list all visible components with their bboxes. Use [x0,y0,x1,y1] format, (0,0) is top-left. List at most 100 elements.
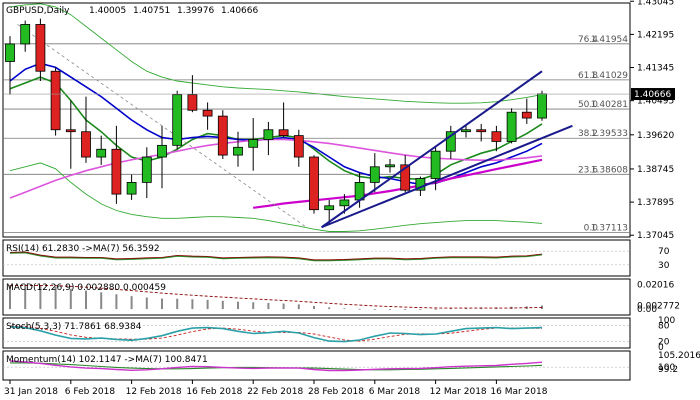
moving-average-line [253,158,543,209]
macd-signal-line [9,284,543,309]
candle-body [415,178,426,191]
candle-body [20,24,31,45]
candle [96,135,107,165]
x-tick-label: 12 Mar 2018 [430,387,487,397]
candle-body [65,129,76,133]
fib-level-label: 23.6 [578,165,598,175]
stoch-tick-label: 80 [658,321,670,331]
x-tick-label: 16 Feb 2018 [186,387,242,397]
candle-body [476,129,487,133]
candle-body [217,115,228,156]
candle-body [309,156,319,211]
momentum-line [9,360,543,372]
fib-level-value: 1.39533 [591,129,628,139]
candle-body [157,144,167,158]
fib-level-value: 1.37113 [591,224,628,234]
candle-body [96,148,107,158]
macd-bar [358,308,361,310]
macd-bar [54,286,57,310]
candle-body [491,131,502,142]
candle-body [400,164,411,191]
candle [187,75,198,113]
candle [309,155,319,214]
candle [65,100,76,169]
candle [324,199,335,224]
macd-bar [115,294,118,310]
macd-bar [419,309,422,310]
macd-tick-label: 0.00 [637,305,657,315]
candle [293,129,304,167]
macd-bar [145,297,148,310]
fib-level-label: 38.2 [578,129,598,139]
candle [537,90,547,121]
fib-level-label: 76.4 [578,35,598,45]
candle-body [293,135,304,158]
momentum-label: Momentum(14) 102.1147 ->MA(7) 100.8471 [6,355,208,365]
fib-level-value: 1.41029 [591,71,628,81]
rsi-ma-line [9,252,543,262]
macd-bar [252,302,255,310]
stoch-panel-frame [2,317,631,349]
candle [141,147,152,198]
current-price-tag [631,88,675,101]
macd-bar [161,298,163,310]
ohlc-high: 1.40751 [133,6,170,16]
x-tick-label: 6 Mar 2018 [369,387,421,397]
momentum-tick-label: 105.2016 [658,351,700,361]
candle [202,102,213,130]
candle [111,125,122,204]
macd-bar [69,288,72,310]
stoch-tick-label: 20 [658,338,670,348]
channel-line [321,70,543,229]
macd-bar [373,308,376,310]
macd-label: MACD(12,26,9) 0.002880 0.000459 [6,283,166,293]
macd-bar [191,299,194,310]
macd-bar [434,309,437,310]
macd-bar [130,296,133,310]
macd-bar [267,302,270,310]
momentum-tick-label: 99.2 [658,365,678,375]
macd-bar [39,285,42,310]
candle [278,102,289,138]
y-tick-label: 1.38745 [637,165,674,175]
candle [369,153,380,193]
x-tick-label: 6 Feb 2018 [65,387,116,397]
candle-body [111,148,122,195]
candle-body [506,111,517,142]
fib-level-value: 1.38608 [591,165,628,175]
candle [233,131,243,167]
candle-body [35,24,46,72]
current-price-value: 1.40666 [634,90,671,100]
candle-body [369,166,380,183]
candle [81,96,91,163]
macd-bar [404,309,407,310]
candle-body [172,94,183,146]
x-tick-label: 22 Feb 2018 [247,387,303,397]
candle-body [126,181,137,195]
candle-body [187,94,198,111]
candle-body [537,93,547,119]
candle [461,125,471,138]
candle-body [521,111,532,119]
candle [35,18,46,81]
rsi-label: RSI(14) 61.2830 ->MA(7) 56.3592 [6,244,160,254]
y-tick-label: 1.43045 [637,0,674,7]
y-tick-label: 1.40495 [637,97,674,107]
macd-bar [237,301,239,310]
momentum-tick-label: 100 [658,363,675,373]
candle [50,67,61,136]
envelope-line [9,3,543,104]
candle [400,155,411,193]
rsi-line [9,251,543,261]
fib-level-label: 61.8 [578,71,598,81]
x-tick-label: 12 Feb 2018 [126,387,182,397]
macd-bar [282,303,285,310]
macd-bar [389,309,391,310]
fib-level-value: 1.40281 [591,100,628,110]
x-tick-label: 28 Feb 2018 [308,387,364,397]
ohlc-low: 1.39976 [177,6,214,16]
candle [217,110,228,159]
y-tick-label: 1.39620 [637,131,674,141]
stoch-label: Stoch(5,3,3) 71.7861 68.9384 [6,322,142,332]
